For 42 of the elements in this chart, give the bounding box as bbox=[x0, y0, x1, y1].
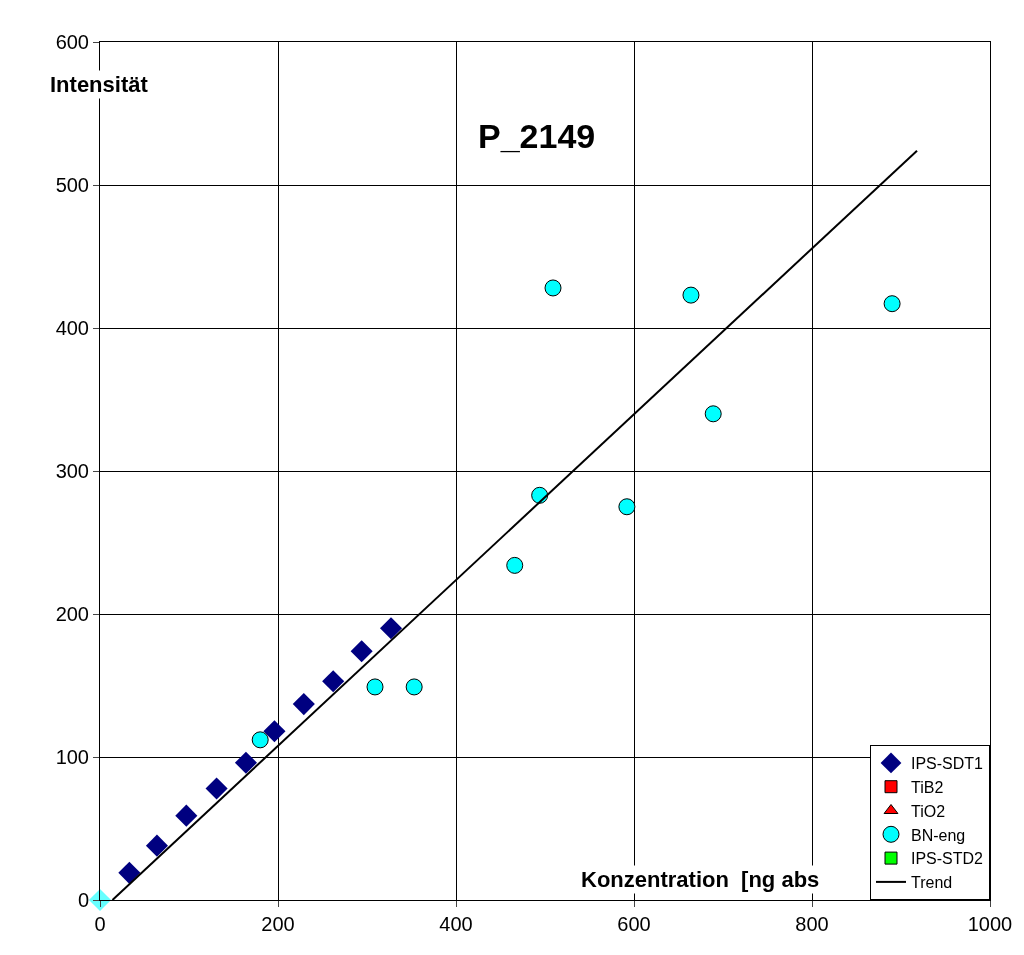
point bbox=[263, 720, 286, 743]
y-tick-label: 0 bbox=[77, 889, 89, 911]
point bbox=[618, 498, 636, 516]
point bbox=[883, 295, 901, 313]
point bbox=[682, 286, 700, 304]
x-tick-label: 600 bbox=[617, 913, 651, 935]
y-tick-label: 100 bbox=[55, 746, 89, 768]
y-tick-label: 400 bbox=[55, 317, 89, 339]
x-tick-label: 800 bbox=[795, 913, 829, 935]
point bbox=[506, 556, 524, 574]
y-tick-label: 600 bbox=[55, 31, 89, 53]
point bbox=[292, 693, 315, 716]
point bbox=[175, 804, 198, 827]
point bbox=[234, 751, 258, 774]
point bbox=[322, 670, 345, 693]
x-tick-label: 200 bbox=[261, 913, 295, 935]
legend-label: Trend bbox=[911, 874, 953, 892]
x-tick-label: 1000 bbox=[967, 913, 1013, 935]
x-tick-label: 0 bbox=[94, 913, 106, 935]
point bbox=[251, 731, 269, 749]
y-tick-label: 300 bbox=[55, 460, 89, 482]
text: P_2149 bbox=[478, 117, 596, 155]
point bbox=[379, 617, 403, 640]
x-axis-title: Konzentration [ng abs bbox=[581, 867, 820, 892]
point bbox=[118, 861, 141, 884]
point bbox=[366, 678, 384, 696]
point bbox=[88, 888, 112, 912]
point bbox=[544, 279, 562, 297]
legend-label: TiO2 bbox=[911, 802, 946, 820]
y-tick-label: 500 bbox=[55, 174, 89, 196]
y-tick-label: 200 bbox=[55, 603, 89, 625]
point bbox=[145, 834, 169, 857]
point bbox=[350, 640, 373, 663]
point bbox=[405, 678, 423, 696]
legend-label: TiB2 bbox=[911, 778, 944, 796]
legend-label: IPS-SDT1 bbox=[911, 755, 984, 773]
x-tick-label: 400 bbox=[439, 913, 473, 935]
legend-label: BN-eng bbox=[911, 826, 966, 844]
point bbox=[704, 405, 722, 423]
legend-label: IPS-STD2 bbox=[911, 850, 984, 868]
point bbox=[205, 777, 228, 800]
y-axis-title: Intensität bbox=[50, 72, 149, 97]
